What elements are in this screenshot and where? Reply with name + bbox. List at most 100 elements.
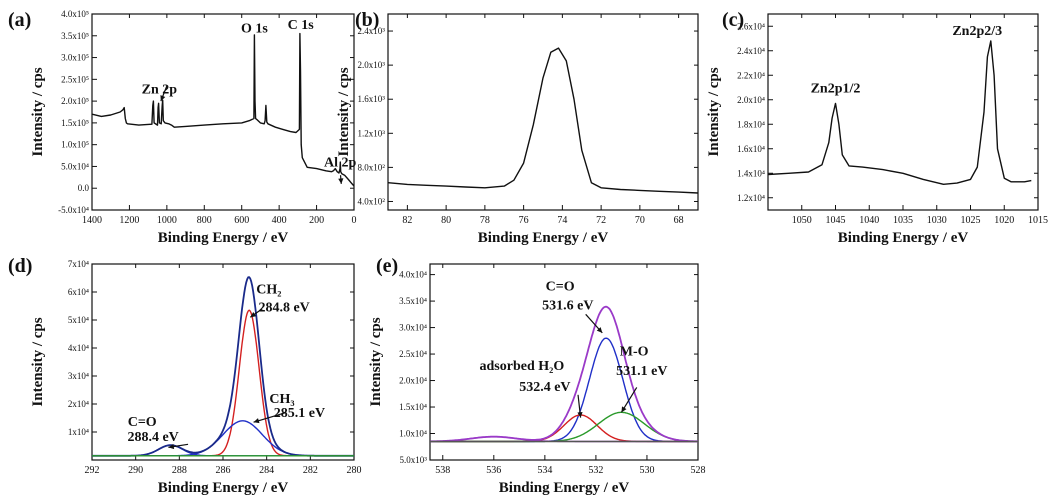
y-tick-label: 5.0x10⁴	[61, 161, 89, 171]
y-tick-label: 1.5x10⁴	[399, 402, 427, 412]
y-tick-label: 2.5x10⁴	[399, 349, 427, 359]
y-tick-label: 5.0x10³	[400, 455, 428, 465]
x-tick-label: 1015	[1028, 215, 1048, 226]
y-tick-label: 3.0x10⁴	[399, 323, 427, 333]
annotation-label: Zn 2p	[142, 83, 178, 98]
annotation-arrowhead	[577, 411, 583, 418]
x-tick-label: 538	[435, 465, 450, 476]
annotation-label: 531.6 eV	[542, 299, 593, 314]
x-tick-label: 536	[486, 465, 501, 476]
y-axis-title: Intensity / cps	[30, 317, 46, 406]
annotation-label: O 1s	[241, 22, 268, 37]
x-tick-label: 78	[480, 215, 490, 226]
y-tick-label: 3.5x10⁵	[61, 31, 89, 41]
panel-label: (d)	[8, 255, 32, 277]
x-tick-label: 80	[441, 215, 451, 226]
panel-label: (e)	[376, 255, 398, 277]
annotation-label: CH₂	[256, 282, 281, 297]
y-tick-label: 1.0x10⁴	[399, 429, 427, 439]
x-tick-label: 70	[635, 215, 645, 226]
x-tick-label: 1020	[994, 215, 1014, 226]
annotation-label: Zn2p2/3	[952, 24, 1002, 39]
y-tick-label: 3x10⁴	[68, 371, 89, 381]
x-axis-title: Binding Energy / eV	[838, 230, 969, 246]
x-tick-label: 200	[309, 215, 324, 226]
x-tick-label: 1025	[961, 215, 981, 226]
annotation-label: Zn2p1/2	[811, 81, 861, 96]
x-tick-label: 282	[303, 465, 318, 476]
annotation-arrow	[253, 411, 287, 423]
series-survey	[92, 32, 354, 187]
plot-frame	[429, 263, 699, 461]
plot-frame	[767, 13, 1039, 211]
x-tick-label: 290	[128, 465, 143, 476]
series-c-o	[92, 444, 354, 457]
panel-d: (d) 292 290 288 286 284 282 280 1x10⁴ 2x10⁴ 3x10⁴ 4…	[8, 255, 362, 496]
plot-area	[388, 47, 698, 194]
y-tick-label: 8.0x10²	[358, 162, 386, 172]
series-zn-2p	[768, 40, 1032, 185]
x-tick-label: 1400	[82, 215, 102, 226]
annotation-arrowhead	[338, 178, 344, 184]
annotation-label: 532.4 eV	[519, 380, 570, 395]
y-tick-label: 2.4x10³	[358, 26, 386, 36]
panel-label: (b)	[355, 9, 379, 31]
x-tick-label: 68	[674, 215, 684, 226]
x-tick-label: 528	[691, 465, 706, 476]
plot-frame	[91, 13, 355, 211]
x-tick-label: 76	[519, 215, 529, 226]
y-tick-label: -5.0x10⁴	[58, 205, 89, 215]
y-tick-label: 1.5x10⁵	[61, 118, 89, 128]
annotation-arrowhead	[596, 327, 603, 333]
plot-area	[768, 40, 1032, 185]
annotation-label: C=O	[546, 279, 575, 294]
y-tick-label: 2.0x10³	[358, 60, 386, 70]
annotation-label: C=O	[128, 415, 157, 430]
series-al-2p	[388, 47, 698, 194]
x-axis-title: Binding Energy / eV	[478, 230, 609, 246]
annotation-label: adsorbed H₂O	[480, 359, 565, 374]
y-tick-label: 4.0x10⁴	[399, 270, 427, 280]
y-axis-title: Intensity / cps	[706, 67, 722, 156]
annotation-label: C 1s	[288, 18, 315, 33]
x-tick-label: 1000	[157, 215, 177, 226]
annotation-label: M-O	[620, 345, 649, 360]
annotation-label: Al 2p	[324, 155, 357, 170]
x-tick-label: 288	[172, 465, 187, 476]
y-tick-label: 1.4x10⁴	[737, 168, 765, 178]
annotation-arrowhead	[168, 443, 175, 450]
y-tick-label: 1.8x10⁴	[737, 119, 765, 129]
y-tick-label: 2.6x10⁴	[737, 21, 765, 31]
x-tick-label: 534	[537, 465, 552, 476]
series-envelope	[430, 305, 698, 443]
y-tick-label: 2.0x10⁵	[61, 96, 89, 106]
annotation-label: 531.1 eV	[616, 364, 667, 379]
x-tick-label: 286	[216, 465, 231, 476]
y-tick-label: 4.0x10²	[358, 196, 386, 206]
y-tick-label: 2.0x10⁴	[737, 95, 765, 105]
x-tick-label: 1050	[792, 215, 812, 226]
annotation-label: 284.8 eV	[258, 301, 309, 316]
plot-frame	[387, 13, 699, 211]
x-axis-title: Binding Energy / eV	[158, 230, 289, 246]
x-tick-label: 1035	[893, 215, 913, 226]
x-tick-label: 532	[588, 465, 603, 476]
y-tick-label: 1.2x10³	[358, 128, 386, 138]
y-tick-label: 1.6x10³	[358, 94, 386, 104]
annotation-arrowhead	[160, 95, 166, 102]
y-tick-label: 1.0x10⁵	[61, 140, 89, 150]
x-tick-label: 280	[347, 465, 362, 476]
annotation-arrowhead	[250, 311, 257, 318]
x-tick-label: 800	[197, 215, 212, 226]
x-tick-label: 530	[639, 465, 654, 476]
plot-area	[92, 276, 354, 457]
x-tick-label: 72	[596, 215, 606, 226]
annotation-label: 285.1 eV	[274, 406, 325, 421]
y-axis-title: Intensity / cps	[30, 67, 46, 156]
y-tick-label: 1.2x10⁴	[737, 193, 765, 203]
x-axis-title: Binding Energy / eV	[499, 480, 630, 496]
plot-area	[92, 32, 354, 187]
y-tick-label: 6x10⁴	[68, 287, 89, 297]
x-axis-title: Binding Energy / eV	[158, 480, 289, 496]
